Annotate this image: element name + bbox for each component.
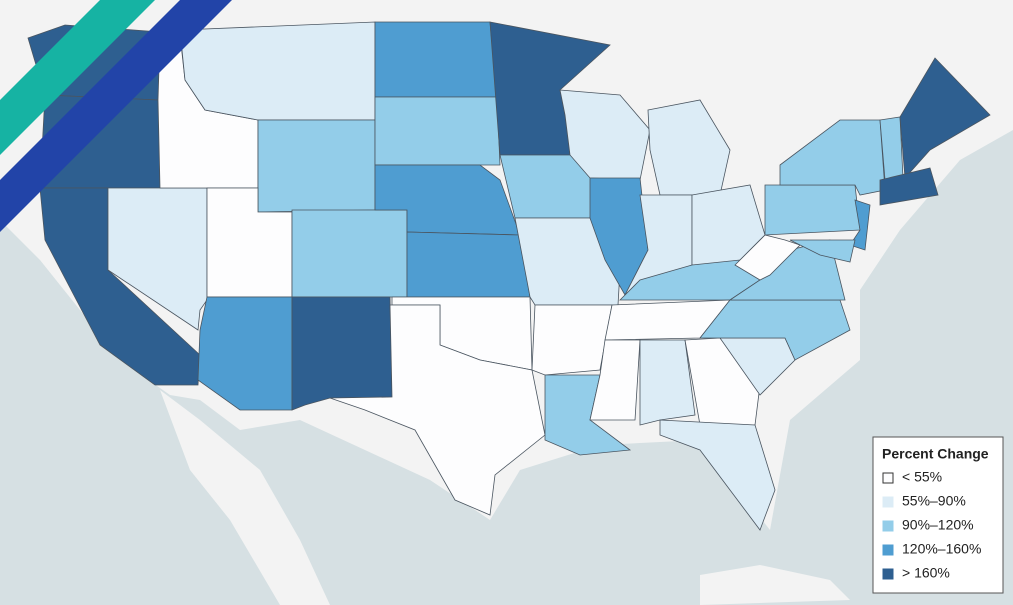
state	[899, 57, 991, 179]
state	[879, 167, 939, 206]
state	[329, 304, 546, 516]
state	[849, 199, 871, 251]
states	[27, 21, 991, 531]
legend-label: < 55%	[902, 469, 942, 485]
state	[779, 119, 886, 196]
legend-label: 55%–90%	[902, 493, 966, 509]
cuba	[700, 565, 850, 605]
state	[789, 239, 856, 263]
state	[257, 119, 376, 213]
state	[639, 339, 696, 426]
legend-swatch	[882, 568, 894, 580]
legend: Percent Change < 55% 55%–90% 90%–120% 120%–…	[872, 436, 1004, 594]
state	[179, 21, 376, 121]
legend-label: 120%–160%	[902, 541, 981, 557]
state	[531, 304, 613, 376]
legend-label: 90%–120%	[902, 517, 974, 533]
legend-label: > 160%	[902, 565, 950, 581]
mexico	[160, 390, 330, 605]
legend-swatch	[882, 496, 894, 508]
state	[406, 231, 531, 298]
banner-stripe	[0, 0, 155, 155]
legend-swatch	[882, 520, 894, 532]
state	[659, 419, 776, 531]
legend-swatch	[882, 472, 894, 484]
state	[291, 296, 393, 411]
banner-stripe	[0, 0, 232, 232]
legend-box	[872, 436, 1004, 594]
state	[374, 21, 498, 98]
state	[374, 96, 501, 166]
state	[589, 339, 641, 421]
state	[764, 184, 861, 236]
state	[291, 209, 408, 298]
legend-swatch	[882, 544, 894, 556]
legend-title: Percent Change	[882, 446, 989, 462]
